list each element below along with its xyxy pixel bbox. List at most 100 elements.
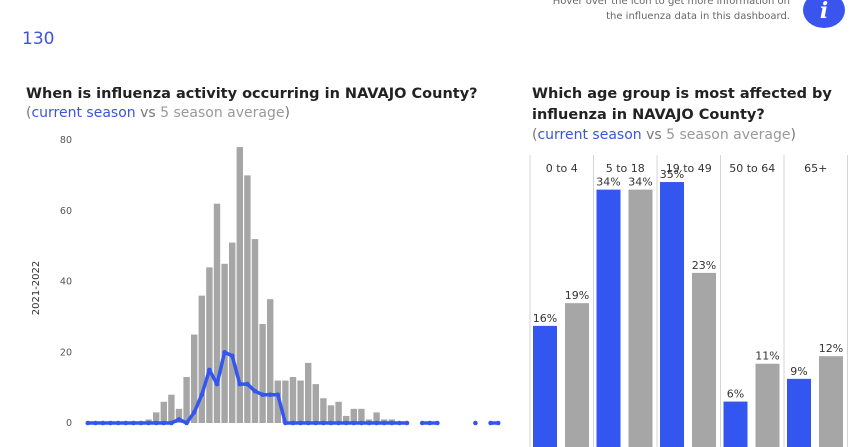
average-bar xyxy=(229,242,236,423)
current-season-point xyxy=(93,420,98,426)
average-bar xyxy=(244,175,251,423)
average-bar xyxy=(565,303,589,447)
current-season-point xyxy=(176,417,182,422)
y-tick-label: 20 xyxy=(60,347,72,358)
age-group-header: 50 to 64 xyxy=(729,162,775,175)
y-tick-label: 60 xyxy=(60,206,72,217)
current-season-bar-label: 35% xyxy=(660,168,684,181)
legend-average: 5 season average xyxy=(666,127,791,143)
current-season-bar-label: 16% xyxy=(533,312,557,325)
age-chart-title-line-1: Which age group is most affected by xyxy=(532,86,832,102)
current-season-point xyxy=(199,392,205,398)
average-bar xyxy=(206,267,213,423)
current-season-point xyxy=(214,381,220,387)
current-season-point xyxy=(419,420,425,426)
average-bar xyxy=(628,189,653,447)
current-season-point xyxy=(191,410,197,415)
current-season-bar xyxy=(660,182,684,447)
subtitle-open: ( xyxy=(26,105,32,121)
average-bar xyxy=(221,263,228,423)
average-bar xyxy=(259,323,266,423)
y-axis-label: 2021-2022 xyxy=(31,261,42,316)
legend-average: 5 season average xyxy=(160,105,285,121)
average-bar xyxy=(312,384,319,423)
current-season-point xyxy=(123,420,129,426)
average-bar xyxy=(305,362,312,423)
average-bar-label: 12% xyxy=(819,342,843,355)
info-hint-line-2: the influenza data in this dashboard. xyxy=(606,11,790,22)
weekly-chart-title: When is influenza activity occurring in … xyxy=(26,86,478,102)
current-season-point xyxy=(290,420,296,426)
current-season-point xyxy=(161,420,167,426)
current-season-point xyxy=(245,381,250,387)
current-season-point xyxy=(336,420,341,426)
info-hint-text: Hover over the icon to get more informat… xyxy=(520,0,790,24)
average-bar xyxy=(320,398,327,423)
current-season-bar xyxy=(533,325,557,447)
average-bar-label: 34% xyxy=(628,176,652,189)
subtitle-vs: vs xyxy=(135,105,161,121)
average-bar xyxy=(183,377,190,423)
y-tick-label: 40 xyxy=(60,277,72,288)
age-group-header: 65+ xyxy=(804,162,827,175)
current-season-point xyxy=(343,420,349,426)
current-season-point xyxy=(397,420,402,426)
average-bar xyxy=(191,334,198,423)
current-season-point xyxy=(313,420,319,426)
current-season-bar xyxy=(723,401,748,447)
current-season-point xyxy=(100,420,106,426)
current-season-point xyxy=(305,420,311,426)
current-season-point xyxy=(366,420,372,426)
current-season-point xyxy=(184,420,189,426)
age-group-header: 0 to 4 xyxy=(546,162,578,175)
average-bar xyxy=(358,408,365,423)
current-season-bar-label: 34% xyxy=(596,176,620,189)
current-season-point xyxy=(328,420,334,426)
current-season-point xyxy=(252,388,258,394)
info-icon[interactable]: i xyxy=(803,0,845,28)
current-season-point xyxy=(115,420,121,426)
current-season-point xyxy=(131,420,136,426)
average-bar xyxy=(289,377,297,423)
average-bar xyxy=(267,299,274,423)
average-bar xyxy=(819,356,843,447)
info-hint-line-1: Hover over the icon to get more informat… xyxy=(552,0,790,7)
current-season-point xyxy=(298,420,303,426)
current-season-point xyxy=(229,353,235,359)
current-season-point xyxy=(85,420,91,426)
current-season-bar xyxy=(596,189,621,447)
top-metric-value: 130 xyxy=(22,29,55,49)
average-bar xyxy=(153,412,160,423)
average-bar xyxy=(755,363,780,447)
current-season-point xyxy=(138,420,144,426)
average-bar xyxy=(198,295,205,423)
average-bar xyxy=(213,203,221,423)
average-bar-label: 19% xyxy=(565,289,589,302)
current-season-point xyxy=(488,420,493,426)
average-bar-label: 11% xyxy=(755,350,779,363)
current-season-point xyxy=(359,420,364,426)
current-season-point xyxy=(275,392,281,398)
current-season-point xyxy=(473,420,478,426)
current-season-point xyxy=(237,381,243,387)
legend-current-season: current season xyxy=(31,105,136,121)
y-tick-label: 80 xyxy=(60,135,72,146)
average-bar xyxy=(343,415,350,423)
current-season-point xyxy=(427,420,433,426)
current-season-point xyxy=(169,420,174,426)
current-season-point xyxy=(374,420,379,426)
current-season-point xyxy=(222,349,227,355)
average-bar xyxy=(335,401,342,423)
current-season-point xyxy=(351,420,357,426)
average-bar xyxy=(692,272,716,447)
current-season-point xyxy=(404,420,410,426)
average-bar xyxy=(327,405,335,423)
current-season-point xyxy=(435,420,440,426)
current-season-bar-label: 9% xyxy=(790,365,807,378)
current-season-point xyxy=(381,420,387,426)
average-bar xyxy=(297,380,304,423)
weekly-chart-subtitle: (current season vs 5 season average) xyxy=(26,105,290,121)
current-season-bar xyxy=(787,378,811,447)
current-season-point xyxy=(153,420,159,426)
